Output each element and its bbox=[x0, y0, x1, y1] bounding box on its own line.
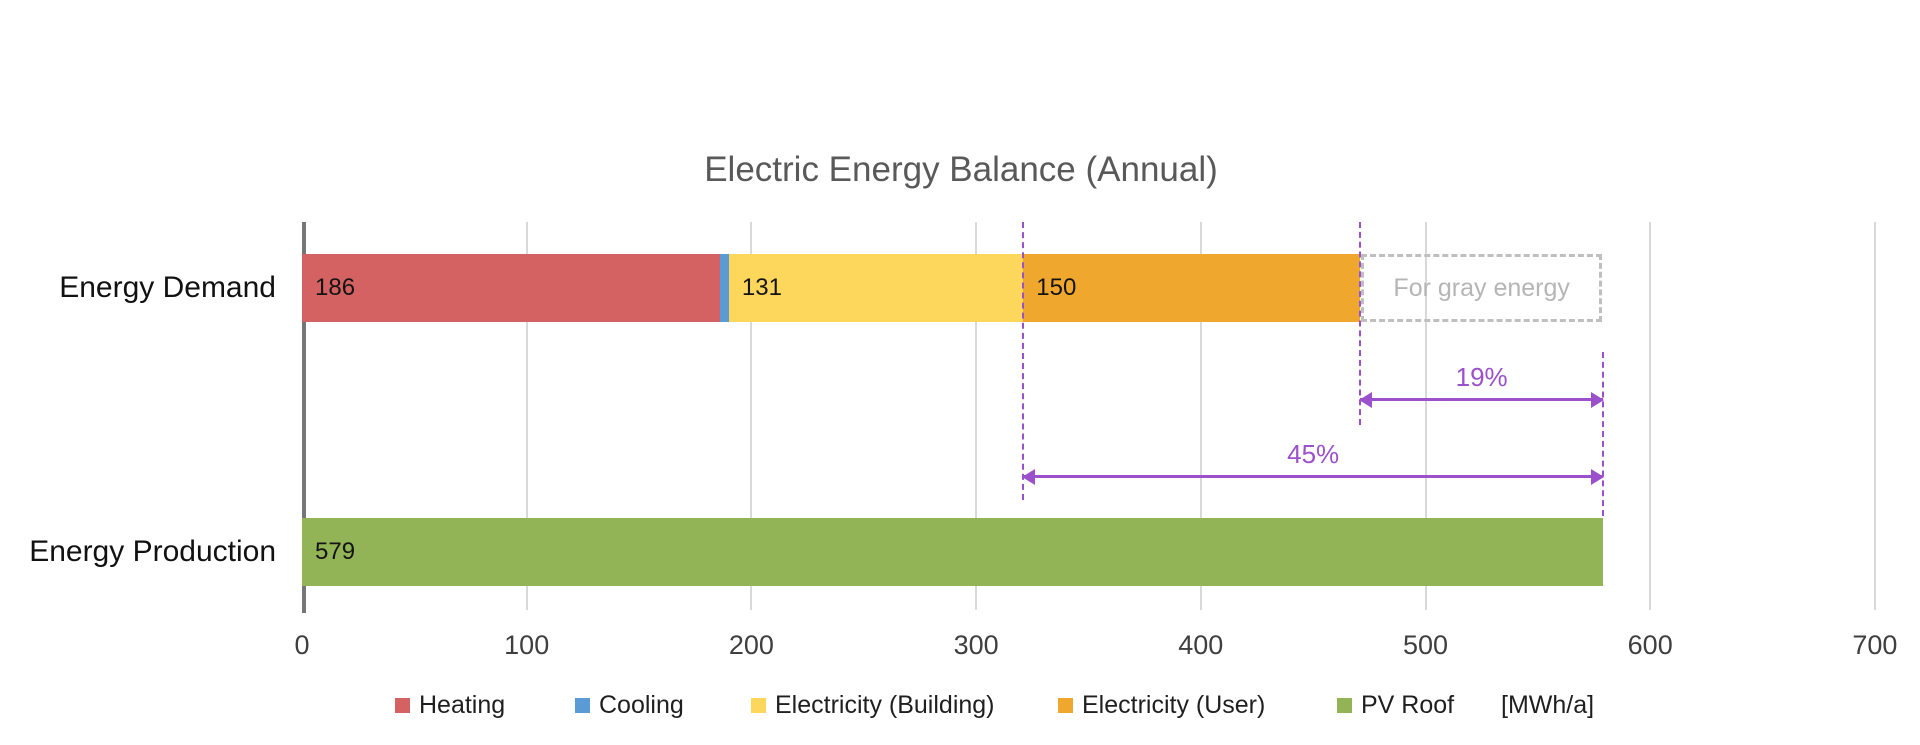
legend-swatch-cooling bbox=[575, 697, 590, 713]
guide-line-579 bbox=[1602, 352, 1604, 516]
x-tick-label-100: 100 bbox=[504, 630, 550, 660]
gridline-500 bbox=[1424, 222, 1427, 610]
legend-item-pv-roof: PV Roof bbox=[1337, 688, 1454, 722]
legend-item-heating: Heating bbox=[395, 688, 505, 722]
gridline-600 bbox=[1649, 222, 1652, 610]
legend-label-pv-roof: PV Roof bbox=[1361, 690, 1455, 719]
gridline-300 bbox=[975, 222, 978, 610]
gray-energy-dashed-box: For gray energy bbox=[1361, 254, 1602, 322]
x-tick-label-0: 0 bbox=[294, 630, 310, 660]
legend-label-heating: Heating bbox=[419, 690, 506, 719]
bar-value-label-heating: 186 bbox=[315, 274, 356, 301]
gridline-700 bbox=[1873, 222, 1876, 610]
bar-value-label-pv-roof: 579 bbox=[315, 538, 356, 565]
gridline-200 bbox=[750, 222, 753, 610]
unit-label: [MWh/a] bbox=[1501, 691, 1595, 719]
gray-energy-label: For gray energy bbox=[1393, 273, 1570, 302]
legend-item-electricity-user: Electricity (User) bbox=[1058, 688, 1265, 722]
percent-arrow-45 bbox=[1023, 475, 1603, 478]
bar-segment-cooling bbox=[719, 254, 729, 322]
legend-label-electricity-user: Electricity (User) bbox=[1082, 690, 1266, 719]
bar-segment-pv-roof: 579 bbox=[302, 518, 1603, 586]
legend-label-electricity-building: Electricity (Building) bbox=[775, 690, 995, 719]
category-label-energy-production: Energy Production bbox=[29, 535, 276, 568]
x-tick-label-300: 300 bbox=[953, 630, 999, 660]
chart-title: Electric Energy Balance (Annual) bbox=[704, 150, 1218, 189]
x-tick-label-700: 700 bbox=[1852, 630, 1898, 660]
y-axis-line bbox=[302, 222, 306, 613]
gridline-100 bbox=[525, 222, 528, 610]
legend-swatch-heating bbox=[395, 697, 410, 713]
legend-swatch-electricity-user bbox=[1058, 697, 1073, 713]
legend-item-electricity-building: Electricity (Building) bbox=[751, 688, 995, 722]
x-tick-label-600: 600 bbox=[1627, 630, 1673, 660]
guide-line-321 bbox=[1022, 222, 1025, 500]
x-tick-label-200: 200 bbox=[728, 630, 774, 660]
category-label-energy-demand: Energy Demand bbox=[59, 271, 276, 304]
legend-swatch-electricity-building bbox=[751, 697, 766, 713]
legend-swatch-pv-roof bbox=[1337, 697, 1352, 713]
percent-label-19: 19% bbox=[1455, 362, 1508, 392]
bar-segment-heating: 186 bbox=[302, 254, 720, 322]
bar-value-label-electricity-user: 150 bbox=[1036, 274, 1077, 301]
bar-value-label-electricity-building: 131 bbox=[741, 274, 782, 301]
x-tick-label-400: 400 bbox=[1178, 630, 1224, 660]
legend-item-cooling: Cooling bbox=[575, 688, 684, 722]
x-tick-label-500: 500 bbox=[1402, 630, 1449, 660]
guide-line-471 bbox=[1359, 222, 1362, 425]
percent-label-45: 45% bbox=[1287, 439, 1340, 469]
percent-arrow-19 bbox=[1360, 398, 1603, 401]
bar-segment-electricity-user: 150 bbox=[1023, 254, 1361, 322]
gridline-400 bbox=[1199, 222, 1202, 610]
bar-segment-electricity-building: 131 bbox=[728, 254, 1024, 322]
legend-label-cooling: Cooling bbox=[599, 690, 684, 719]
